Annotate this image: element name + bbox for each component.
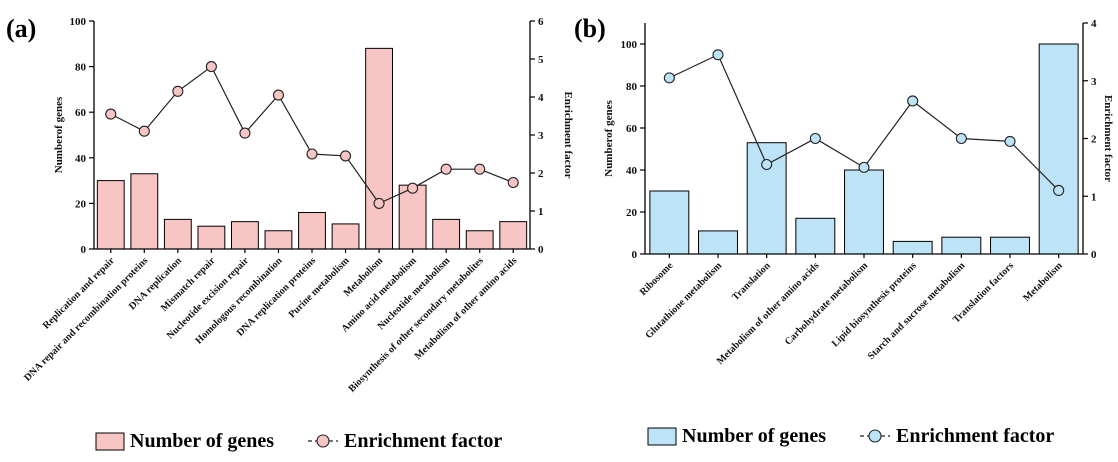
- left-tick-label: 100: [70, 16, 87, 28]
- enrichment-point-8: [1004, 135, 1016, 147]
- enrichment-point-6: [272, 89, 285, 101]
- legend-bar-label: Number of genes: [682, 425, 826, 447]
- category-label: Translation: [730, 260, 773, 303]
- bar-12: [465, 230, 494, 250]
- enrichment-point-1: [663, 72, 675, 84]
- right-tick-label: 2: [538, 168, 544, 180]
- y-axis-title: Numberof genes: [603, 100, 615, 177]
- bar-6: [264, 230, 293, 250]
- left-tick-label: 20: [626, 207, 638, 219]
- enrichment-point-9: [373, 197, 385, 209]
- enrichment-point-11: [440, 163, 452, 175]
- bar-1: [96, 180, 125, 250]
- legend-line-label: Enrichment factor: [896, 425, 1054, 447]
- bar-5: [231, 221, 259, 250]
- bar-3: [163, 218, 192, 250]
- enrichment-point-8: [339, 150, 352, 162]
- bar-7: [298, 212, 326, 250]
- enrichment-point-7: [955, 132, 967, 145]
- bar-2: [698, 230, 738, 255]
- legend-line-label: Enrichment factor: [344, 430, 502, 452]
- enrichment-line: [110, 65, 514, 205]
- bar-9: [1038, 43, 1079, 255]
- bar-5: [844, 169, 884, 255]
- category-label: Purine metabolism: [287, 255, 352, 320]
- bar-7: [941, 236, 982, 255]
- bar-4: [197, 225, 226, 250]
- enrichment-point-13: [507, 176, 519, 189]
- bar-13: [499, 221, 528, 250]
- left-tick-label: 40: [75, 153, 87, 165]
- y-right-axis-title: Enrichment factor: [1102, 95, 1114, 182]
- bar-8: [990, 236, 1030, 255]
- enrichment-point-7: [306, 148, 318, 160]
- legend-marker-swatch: [868, 429, 882, 443]
- category-label: Carbohydrate metabolism: [783, 260, 871, 348]
- bar-6: [892, 240, 933, 255]
- category-label: Starch and sucrose metabolism: [866, 260, 968, 362]
- y-axis-title: Numberof genes: [53, 96, 65, 173]
- right-tick-label: 0: [1091, 249, 1097, 261]
- category-label: Metabolism of other amino acids: [715, 260, 822, 367]
- left-tick-label: 80: [75, 62, 87, 74]
- enrichment-point-1: [105, 108, 117, 120]
- left-tick-label: 60: [75, 107, 87, 119]
- left-tick-label: 100: [621, 39, 638, 51]
- enrichment-point-2: [712, 49, 724, 61]
- left-tick-label: 60: [626, 123, 638, 135]
- bar-9: [365, 47, 393, 250]
- right-tick-label: 1: [538, 206, 544, 218]
- enrichment-point-6: [907, 95, 919, 107]
- bar-11: [432, 218, 461, 250]
- enrichment-point-4: [809, 132, 821, 145]
- panel-label: (a): [6, 14, 36, 43]
- right-tick-label: 6: [538, 16, 544, 28]
- enrichment-point-5: [858, 161, 870, 173]
- bar-10: [398, 184, 427, 250]
- left-tick-label: 0: [81, 244, 87, 256]
- bar-2: [130, 173, 159, 250]
- category-label: Metabolism: [1021, 260, 1065, 304]
- bar-8: [331, 223, 360, 250]
- bar-4: [795, 217, 836, 255]
- chart-panel-b: (b)02040608010001234RibosomeGlutathione …: [574, 14, 1114, 447]
- enrichment-point-2: [138, 125, 150, 137]
- legend-bar-swatch: [95, 432, 125, 451]
- right-tick-label: 0: [538, 244, 544, 256]
- right-tick-label: 2: [1091, 134, 1097, 146]
- left-tick-label: 40: [626, 165, 638, 177]
- left-tick-label: 0: [632, 249, 638, 261]
- left-tick-label: 80: [626, 81, 638, 93]
- y-right-axis-title: Enrichment factor: [562, 91, 574, 178]
- right-tick-label: 5: [538, 54, 544, 66]
- right-tick-label: 3: [538, 130, 544, 142]
- enrichment-point-12: [474, 163, 486, 175]
- category-label: Lipid biosynthesis proteins: [830, 260, 919, 349]
- legend: Number of genes Enrichment factor: [95, 430, 502, 452]
- category-label: Ribosome: [638, 260, 676, 298]
- legend-bar-label: Number of genes: [130, 430, 274, 452]
- enrichment-point-4: [205, 61, 217, 73]
- right-tick-label: 4: [538, 92, 544, 104]
- legend-marker-swatch: [316, 434, 330, 448]
- bar-1: [649, 190, 690, 255]
- enrichment-point-10: [407, 182, 419, 194]
- enrichment-point-5: [239, 127, 251, 139]
- enrichment-point-3: [761, 158, 773, 171]
- right-tick-label: 3: [1091, 76, 1097, 88]
- panel-label: (b): [574, 14, 606, 43]
- legend-bar-swatch: [647, 427, 677, 446]
- right-tick-label: 4: [1091, 18, 1097, 30]
- category-label: DNA repair and recombination proteins: [22, 255, 150, 383]
- left-tick-label: 20: [75, 198, 87, 210]
- legend: Number of genes Enrichment factor: [647, 425, 1054, 447]
- right-tick-label: 1: [1091, 191, 1097, 203]
- enrichment-point-9: [1053, 184, 1065, 197]
- enrichment-point-3: [172, 85, 184, 97]
